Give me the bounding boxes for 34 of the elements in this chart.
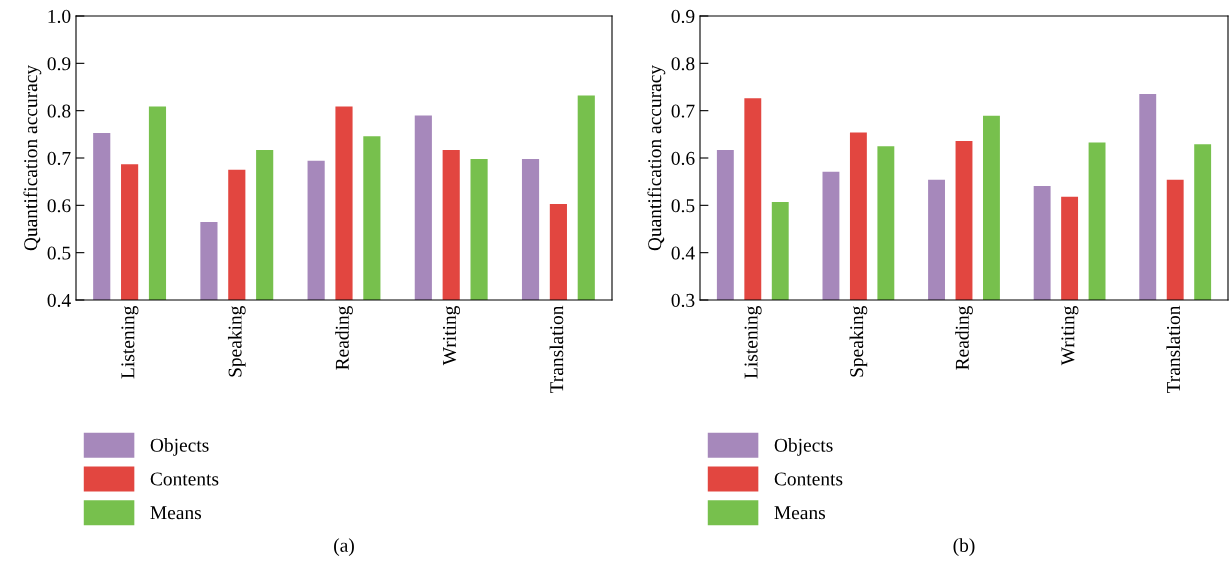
x-tick-label: Writing xyxy=(1061,305,1079,366)
x-tick-label: Listening xyxy=(744,305,762,379)
y-tick-label: 0.9 xyxy=(47,57,71,71)
y-tick-label: 0.9 xyxy=(671,9,695,24)
y-tick-label: 0.6 xyxy=(47,199,71,213)
y-tick-label: 0.8 xyxy=(47,104,71,118)
legend-label: Contents xyxy=(150,472,219,486)
y-tick-label: 0.7 xyxy=(47,151,71,166)
y-tick-label: 0.5 xyxy=(47,246,71,260)
y-tick-label: 0.7 xyxy=(671,104,695,118)
y-tick-label: 0.5 xyxy=(671,199,695,213)
y-tick-label: 0.4 xyxy=(671,246,695,260)
y-tick-label: 0.8 xyxy=(671,57,695,71)
legend-label: Contents xyxy=(774,472,843,486)
legend-label: Objects xyxy=(774,438,833,456)
x-tick-label: Translation xyxy=(549,305,564,394)
x-tick-label: Listening xyxy=(121,305,139,379)
text: (a) xyxy=(334,538,354,556)
y-axis-title: Quantification accuracy xyxy=(647,64,666,251)
legend-label: Objects xyxy=(150,438,209,456)
x-tick-label: Speaking xyxy=(227,305,246,377)
x-tick-label: Reading xyxy=(955,305,973,370)
text: (b) xyxy=(953,538,975,556)
x-tick-label: Reading xyxy=(335,305,353,370)
y-axis-title: Quantification accuracy xyxy=(23,64,42,251)
x-tick-label: Translation xyxy=(1166,305,1181,394)
y-tick-label: 0.6 xyxy=(671,151,695,166)
x-tick-label: Speaking xyxy=(849,305,868,377)
y-tick-label: 0.3 xyxy=(671,293,695,308)
x-tick-label: Writing xyxy=(442,305,461,366)
legend-label: Means xyxy=(150,506,202,520)
y-tick-label: 0.4 xyxy=(47,293,71,308)
y-tick-label: 1.0 xyxy=(48,9,71,24)
legend-label: Means xyxy=(774,506,826,520)
